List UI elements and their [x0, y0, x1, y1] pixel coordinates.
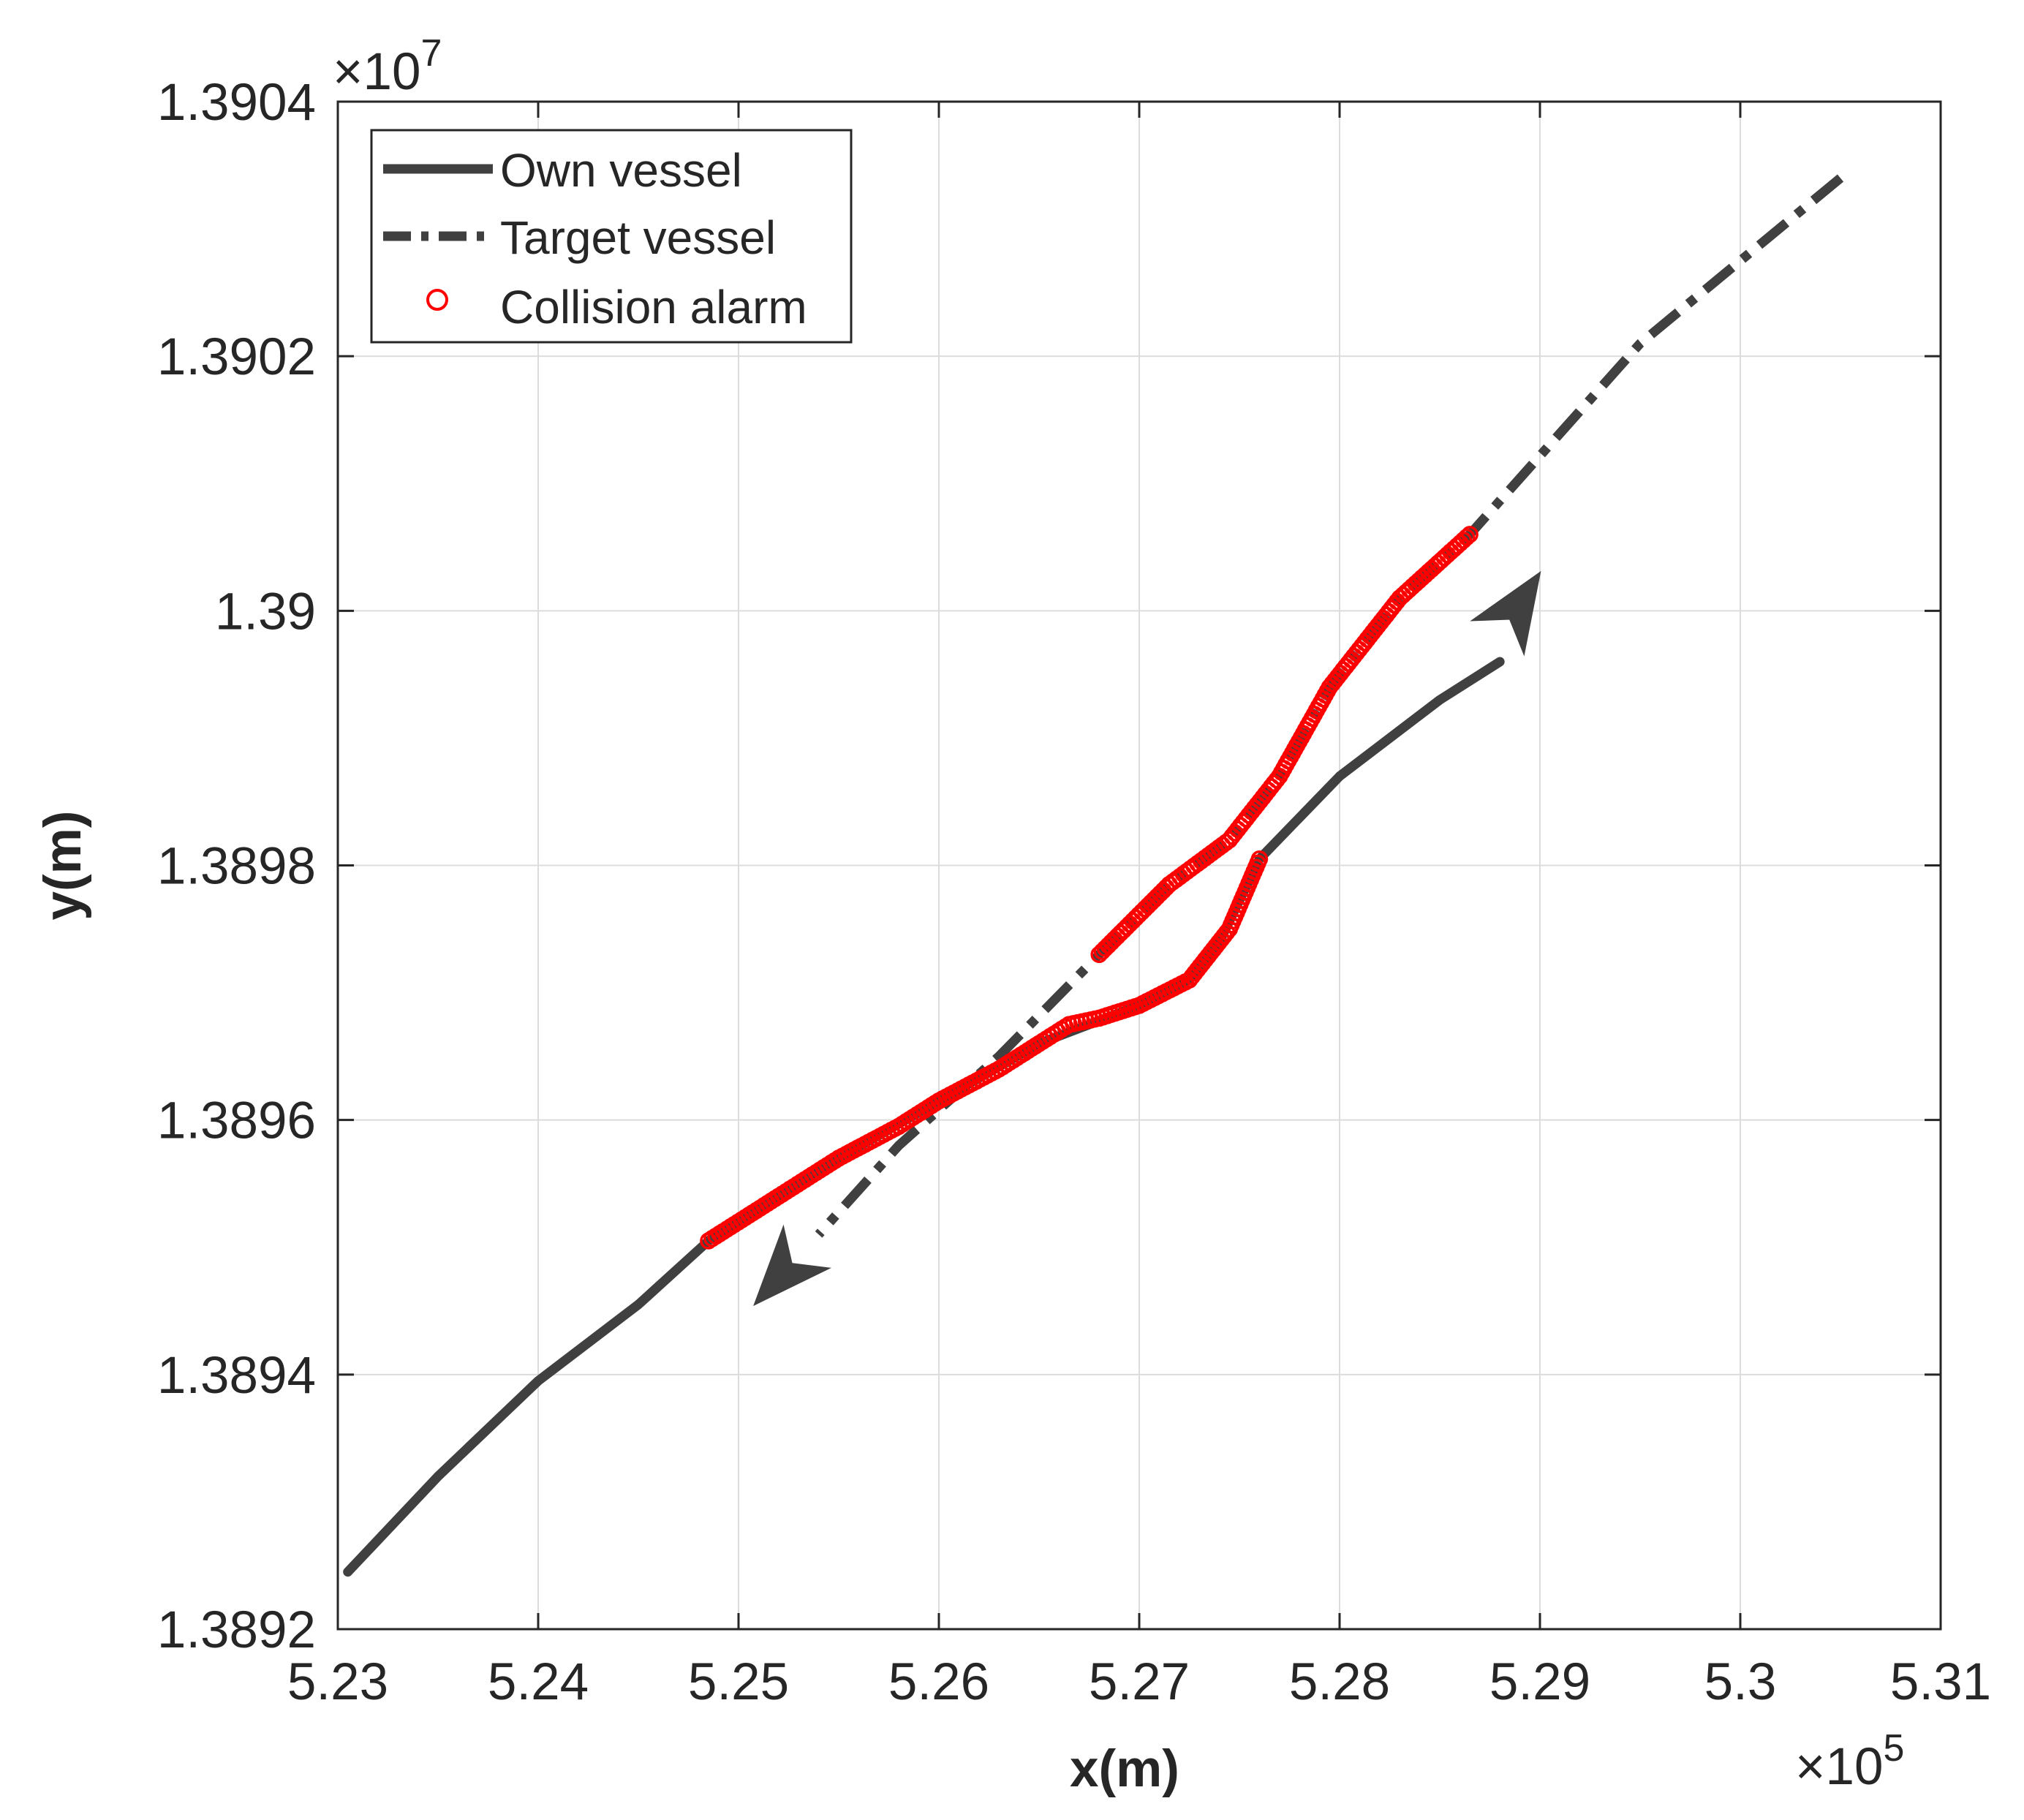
- x-tick-label: 5.3: [1704, 1653, 1777, 1711]
- y-tick-label: 1.3892: [157, 1601, 316, 1659]
- y-tick-label: 1.3904: [157, 74, 316, 132]
- y-exponent-power: 7: [420, 32, 442, 75]
- x-exponent-label: ×105: [1795, 1727, 1904, 1796]
- x-tick-label: 5.25: [688, 1653, 789, 1711]
- x-tick-label: 5.27: [1089, 1653, 1190, 1711]
- direction-arrow-target-vessel: [753, 1224, 832, 1307]
- x-tick-label: 5.28: [1289, 1653, 1390, 1711]
- y-exponent-base: ×10: [333, 43, 420, 101]
- x-tick-label: 5.24: [488, 1653, 589, 1711]
- x-tick-label: 5.29: [1489, 1653, 1590, 1711]
- arrow-layer: [753, 570, 1541, 1307]
- collision-alarm-marker: [1090, 945, 1108, 964]
- legend-swatch-collision-alarm: [426, 289, 448, 311]
- x-exponent-power: 5: [1883, 1727, 1904, 1770]
- x-axis-label: x(m): [1070, 1740, 1179, 1798]
- collision-alarm-marker: [1250, 850, 1269, 868]
- legend: Own vessel Target vessel Collision alarm: [370, 129, 853, 344]
- legend-label-target-vessel: Target vessel: [500, 211, 776, 264]
- x-tick-label: 5.26: [888, 1653, 989, 1711]
- ticks: 5.23 5.24 5.25 5.26 5.27 5.28 5.29 5.3 5.31 1.389…: [157, 74, 1991, 1711]
- y-axis-label: y(m): [34, 811, 92, 921]
- collision-alarm-marker: [1093, 943, 1111, 960]
- y-tick-label: 1.3894: [157, 1347, 316, 1405]
- y-exponent-label: ×107: [333, 32, 442, 101]
- grid: [338, 102, 1941, 1629]
- legend-label-own-vessel: Own vessel: [500, 144, 742, 197]
- y-tick-label: 1.39: [215, 583, 316, 641]
- x-tick-label: 5.23: [287, 1653, 388, 1711]
- y-tick-label: 1.3902: [157, 328, 316, 386]
- direction-arrow-own-vessel: [1470, 570, 1541, 657]
- x-exponent-base: ×10: [1795, 1738, 1883, 1796]
- y-tick-label: 1.3898: [157, 838, 316, 896]
- x-tick-label: 5.31: [1890, 1653, 1991, 1711]
- y-tick-label: 1.3896: [157, 1092, 316, 1150]
- legend-label-collision-alarm: Collision alarm: [500, 281, 807, 333]
- series-own-vessel-line: [343, 657, 1505, 1577]
- series-layer: [343, 174, 1844, 1577]
